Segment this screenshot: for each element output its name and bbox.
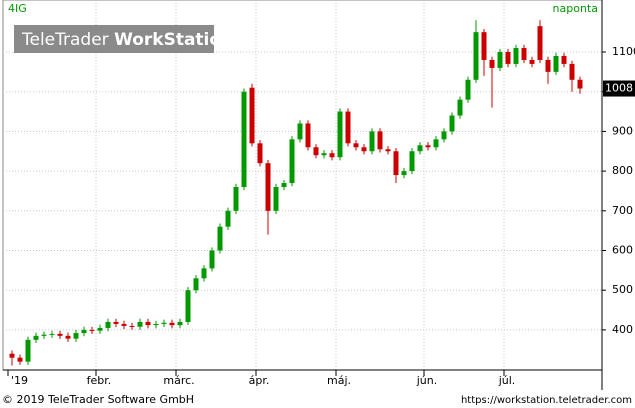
candle-body	[289, 139, 295, 184]
candle-body	[225, 210, 231, 227]
x-tick-label: márc.	[163, 374, 194, 387]
candle-body	[425, 145, 431, 148]
y-tick-label: 700	[612, 204, 633, 217]
candle-body	[441, 131, 447, 140]
candle-body	[153, 323, 159, 326]
candle-body	[9, 353, 15, 358]
candle-body	[521, 48, 527, 60]
candle-body	[353, 143, 359, 148]
watermark-b: WorkStation	[114, 30, 233, 50]
candle-body	[209, 250, 215, 269]
candle-body	[49, 333, 55, 335]
candle-body	[217, 226, 223, 251]
candle-body	[569, 63, 575, 80]
footer-right: https://workstation.teletrader.com	[461, 395, 632, 406]
candle-body	[433, 139, 439, 148]
candle-body	[537, 26, 543, 60]
y-tick-label: 400	[612, 323, 633, 336]
plot-frame	[2, 0, 603, 371]
candle-body	[473, 32, 479, 80]
candle-body	[25, 339, 31, 362]
candle-body	[121, 323, 127, 326]
y-tick-label: 800	[612, 164, 633, 177]
candle-body	[145, 321, 151, 326]
y-tick-label: 600	[612, 244, 633, 257]
candle-body	[561, 55, 567, 64]
candle-body	[241, 91, 247, 187]
candle-body	[57, 333, 63, 336]
candle-body	[193, 278, 199, 291]
candle-body	[65, 335, 71, 339]
candle-body	[129, 325, 135, 327]
candle-body	[169, 322, 175, 326]
candle-body	[321, 153, 327, 156]
candle-body	[361, 147, 367, 152]
candle-body	[105, 321, 111, 328]
candle-body	[249, 87, 255, 144]
candle-body	[201, 268, 207, 279]
candle-body	[513, 48, 519, 64]
y-tick-label: 500	[612, 283, 633, 296]
candle-body	[329, 153, 335, 158]
candle-body	[81, 329, 87, 334]
candle-body	[313, 147, 319, 156]
candle-body	[409, 151, 415, 172]
candle-body	[233, 186, 239, 211]
symbol: 4IG	[8, 2, 27, 15]
footer-left: © 2019 TeleTrader Software GmbH	[2, 393, 194, 406]
x-tick-label: ápr.	[249, 374, 270, 387]
candle-body	[137, 321, 143, 327]
candle-body	[177, 321, 183, 326]
candle-body	[97, 327, 103, 331]
candle-body	[257, 143, 263, 164]
candle-body	[497, 52, 503, 68]
candle-body	[457, 99, 463, 116]
candle-body	[545, 59, 551, 72]
y-tick-label: 1100	[612, 45, 635, 58]
watermark-box	[14, 25, 214, 53]
last-price-box	[603, 80, 635, 97]
x-tick-label: febr.	[87, 374, 112, 387]
candle-body	[113, 321, 119, 324]
candle-body	[337, 111, 343, 158]
candle-body	[345, 111, 351, 144]
x-tick-label: '19	[11, 374, 28, 387]
candle-body	[297, 123, 303, 140]
candle-body	[401, 171, 407, 176]
candle-body	[489, 59, 495, 68]
interval: naponta	[553, 2, 598, 15]
candle-body	[305, 123, 311, 148]
y-tick-label: 900	[612, 124, 633, 137]
candle-body	[465, 79, 471, 100]
watermark-a: TeleTrader	[21, 30, 109, 50]
candle-body	[385, 149, 391, 152]
candle-body	[481, 32, 487, 60]
candle-body	[33, 335, 39, 340]
last-price: 1008	[605, 82, 633, 95]
candle-body	[73, 333, 79, 339]
candle-body	[161, 322, 167, 324]
watermark: TeleTrader WorkStation	[21, 30, 233, 50]
candle-body	[369, 131, 375, 152]
candle-body	[185, 290, 191, 322]
candle-body	[265, 163, 271, 211]
candle-body	[89, 329, 95, 331]
x-tick-label: júl.	[498, 374, 516, 387]
candle-body	[505, 52, 511, 64]
candle-body	[377, 131, 383, 150]
candle-body	[17, 357, 23, 362]
candle-body	[41, 334, 47, 336]
candle-body	[281, 183, 287, 187]
candle-body	[417, 145, 423, 152]
x-tick-label: máj.	[327, 374, 351, 387]
x-tick-label: jún.	[416, 374, 438, 387]
candle-body	[529, 59, 535, 64]
candle-body	[393, 151, 399, 176]
candle-body	[553, 55, 559, 72]
candle-body	[577, 79, 583, 89]
candle-body	[273, 186, 279, 211]
candle-body	[449, 115, 455, 132]
